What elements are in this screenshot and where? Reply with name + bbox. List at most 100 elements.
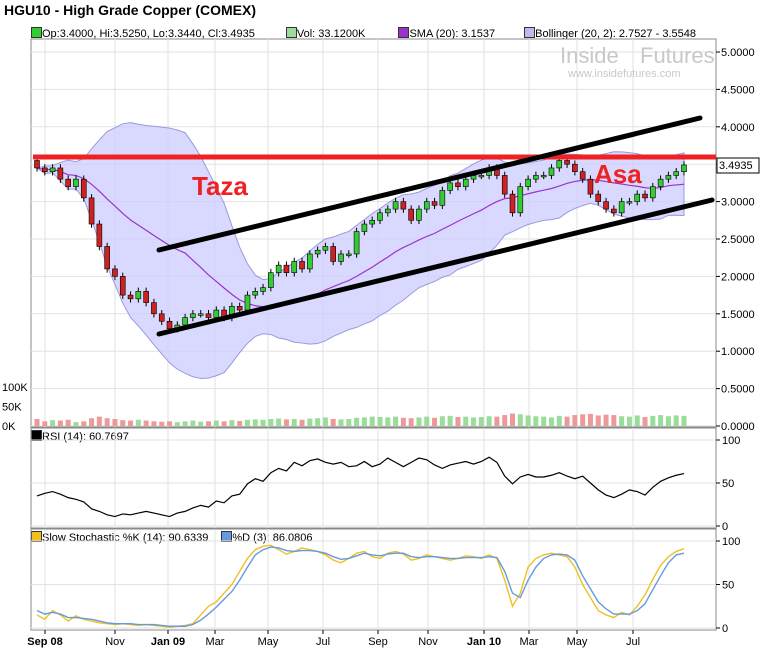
bollinger-band	[35, 122, 685, 380]
price-axis: 5.00004.50004.00003.50003.00002.50002.00…	[716, 47, 755, 433]
candle-body	[377, 212, 383, 221]
candle-body	[182, 317, 188, 326]
volume-bar	[486, 416, 492, 426]
candle-body	[244, 294, 251, 311]
volume-bar	[424, 416, 430, 426]
volume-bar	[595, 415, 601, 426]
rsi-line	[36, 456, 685, 518]
candle-body	[369, 220, 375, 225]
volume-bar	[416, 417, 422, 426]
candle-body	[501, 175, 508, 195]
candle-body	[416, 208, 422, 221]
volume-bar	[626, 416, 632, 426]
bollinger-swatch	[524, 27, 536, 38]
candle-body	[299, 261, 305, 270]
candle-body	[540, 175, 547, 178]
candle-body	[127, 294, 134, 300]
volume-bar	[50, 420, 56, 426]
candle-body	[603, 201, 609, 210]
osc-tick-label: 50	[722, 580, 734, 592]
candle-body	[307, 253, 313, 270]
volume-bar	[650, 415, 656, 426]
volume-bar	[517, 414, 523, 426]
volume-bar	[510, 413, 516, 426]
candle-body	[346, 253, 352, 256]
sma-readout: SMA (20): 3.1537	[409, 28, 496, 40]
volume-bar	[400, 417, 406, 426]
candle-body	[423, 201, 430, 210]
volume-bar	[291, 418, 297, 426]
volume-bar	[642, 417, 648, 426]
watermark-brand-b: Futures	[640, 43, 715, 68]
volume-bar	[478, 417, 484, 426]
x-tick-label: Nov	[418, 636, 438, 648]
candle-body	[268, 272, 274, 288]
price-tick-label: 5.0000	[721, 47, 755, 59]
volume-bar	[658, 415, 664, 426]
volume-bar	[556, 415, 562, 426]
candle-body	[595, 193, 602, 202]
last-price-label: 3.4935	[719, 160, 753, 172]
candle-body	[462, 178, 469, 187]
sma-swatch	[398, 27, 410, 38]
candle-body	[548, 167, 555, 176]
volume-bar	[439, 416, 445, 426]
volume-bar	[494, 416, 500, 426]
upper-trendline	[156, 115, 703, 253]
price-panel-frame	[30, 38, 717, 428]
x-axis: Sep 08 Nov Jan 09 Mar May Jul Sep Nov Jan 10 Mar M…	[27, 630, 640, 648]
candle-body	[665, 175, 672, 180]
candle-body	[392, 201, 399, 210]
candle-body	[478, 175, 485, 178]
volume-swatch	[285, 27, 297, 38]
volume-bar	[96, 416, 102, 426]
candle-body	[57, 167, 64, 180]
volume-bar	[619, 416, 625, 426]
volume-bar	[276, 418, 282, 426]
x-tick-label: Mar	[206, 636, 225, 648]
volume-bar	[315, 418, 321, 426]
price-tick-label: 4.5000	[721, 84, 755, 96]
candle-body	[291, 261, 298, 273]
x-tick-label: Mar	[520, 636, 539, 648]
price-tick-label: 2.5000	[721, 234, 755, 246]
volume-bar	[665, 416, 671, 426]
candle-body	[556, 160, 563, 169]
volume-bar	[229, 420, 235, 426]
candle-body	[330, 246, 337, 262]
candle-body	[49, 167, 56, 172]
candle-body	[34, 160, 40, 169]
volume-bar	[174, 422, 180, 426]
candle-body	[533, 175, 539, 180]
volume-bar	[408, 418, 414, 426]
volume-bar	[307, 418, 313, 426]
candle-body	[431, 201, 438, 206]
candle-body	[73, 178, 79, 187]
volume-bar	[393, 416, 399, 426]
volume-bar	[673, 415, 679, 426]
candle-body	[314, 249, 321, 255]
annotation-taza: Taza	[192, 171, 248, 201]
volume-bar	[252, 419, 258, 426]
stochastic-axis: 100 50 0	[716, 536, 740, 635]
volume-bar	[564, 416, 570, 426]
volume-bar	[432, 417, 438, 426]
volume-bar	[135, 419, 141, 426]
osc-tick-label: 100	[722, 536, 740, 548]
volume-bar	[634, 415, 640, 426]
annotation-asa: Asa	[594, 159, 642, 189]
volume-bar	[81, 421, 87, 426]
stoch-k-line	[36, 544, 685, 628]
candle-body	[353, 231, 360, 255]
candle-body	[517, 186, 524, 214]
volume-bar	[354, 417, 360, 426]
volume-bar	[65, 419, 71, 426]
candle-body	[361, 223, 368, 232]
volume-bar	[34, 418, 40, 426]
rsi-axis: 100 50 0	[716, 435, 740, 533]
candle-body	[650, 186, 656, 199]
volume-bar	[213, 420, 219, 426]
candle-body	[190, 313, 196, 318]
volume-bar	[159, 421, 165, 426]
candle-body	[283, 264, 290, 273]
